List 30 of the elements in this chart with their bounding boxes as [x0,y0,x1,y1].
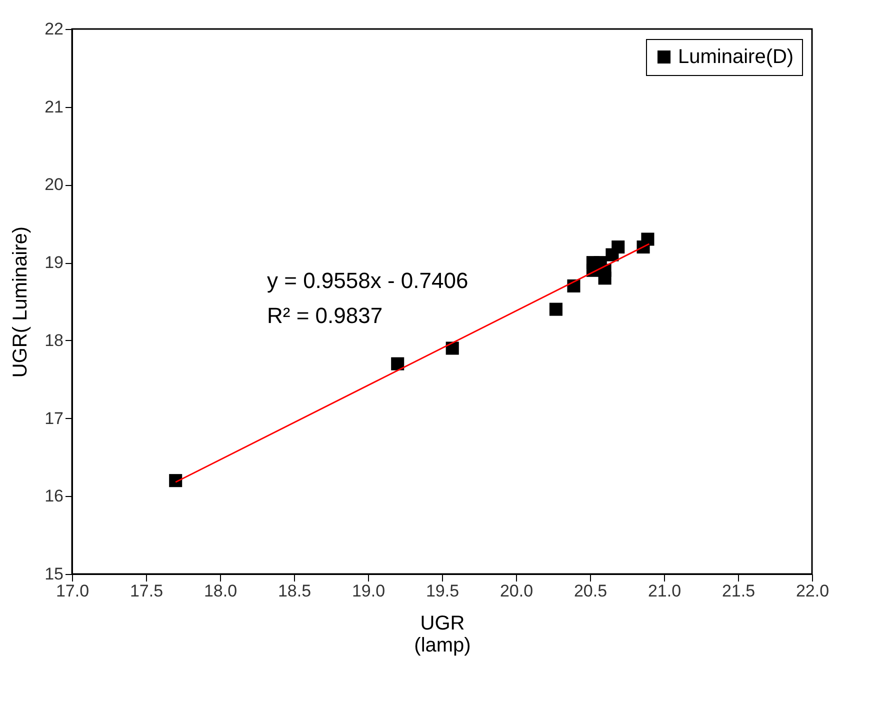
y-tick-label: 22 [44,20,64,38]
x-axis-title: UGR (lamp) [414,612,471,656]
point [169,474,182,488]
point [391,357,404,370]
x-tick-label: 22.0 [796,582,830,600]
point [612,240,625,254]
y-tick-label: 21 [44,97,64,116]
y-axis-title: UGR( Luminaire) [10,226,32,378]
point [641,232,654,246]
x-tick-label: 18.0 [204,582,238,600]
x-tick-label: 21.5 [722,582,756,600]
legend-label: Luminaire(D) [678,46,794,68]
y-tick-label: 16 [44,486,64,506]
x-tick-label: 21.0 [648,582,682,600]
annotation: y = 0.9558x - 0.7406 [267,268,468,293]
x-tick-label: 17.5 [130,582,164,600]
point [549,302,562,316]
x-tick-label: 20.5 [574,582,608,600]
y-tick-label: 20 [44,175,64,194]
y-tick-label: 15 [44,564,64,584]
point [446,342,459,355]
x-tick-label: 19.0 [352,582,386,600]
x-tick-label: 19.5 [426,582,460,600]
y-tick-label: 17 [44,408,64,428]
x-tick-label: 18.5 [278,582,312,600]
x-tick-label: 17.0 [56,582,90,600]
annotation: R² = 0.9837 [267,303,383,328]
y-tick-label: 19 [44,253,64,272]
y-tick-label: 18 [44,330,64,350]
x-tick-label: 20.0 [500,582,534,600]
